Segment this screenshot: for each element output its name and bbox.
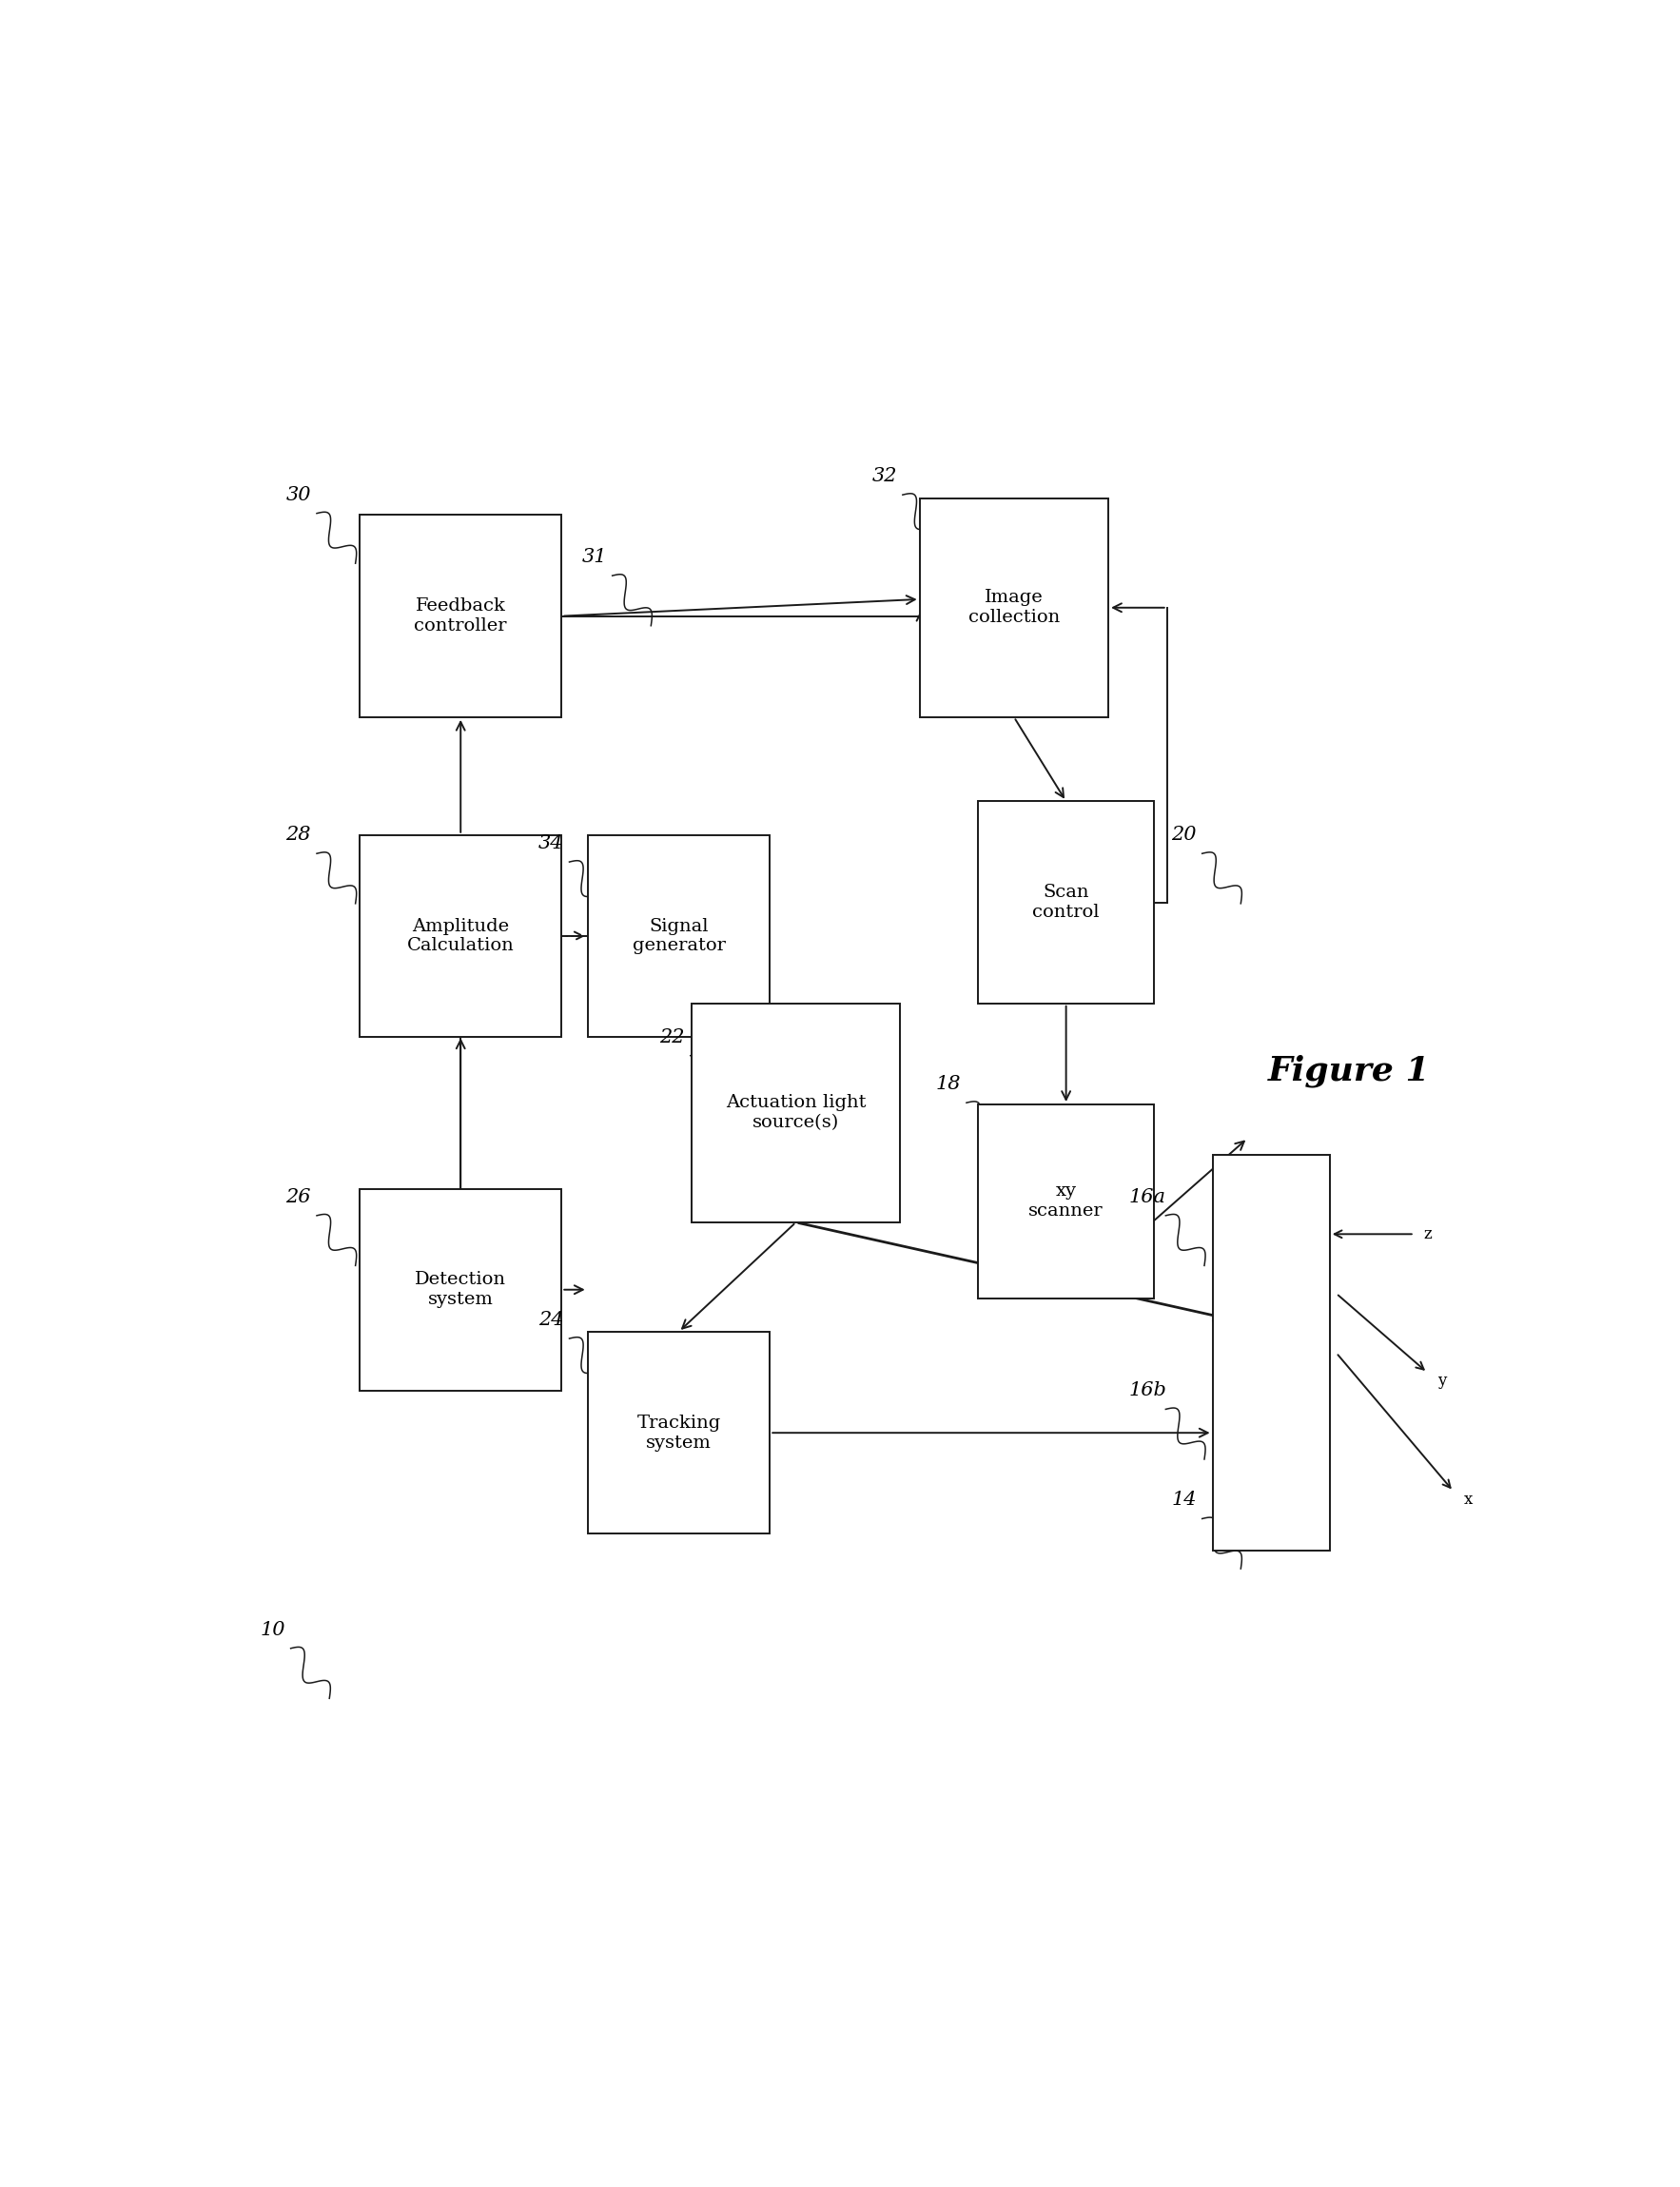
FancyBboxPatch shape xyxy=(1213,1155,1331,1551)
Text: Scan
control: Scan control xyxy=(1033,884,1100,921)
Text: 20: 20 xyxy=(1171,827,1196,844)
Text: Figure 1: Figure 1 xyxy=(1268,1054,1430,1087)
FancyBboxPatch shape xyxy=(588,1332,769,1533)
FancyBboxPatch shape xyxy=(978,1104,1154,1299)
Text: 26: 26 xyxy=(286,1188,311,1205)
Text: Amplitude
Calculation: Amplitude Calculation xyxy=(407,919,514,954)
Text: 14: 14 xyxy=(1171,1492,1196,1509)
Text: 32: 32 xyxy=(872,468,897,486)
FancyBboxPatch shape xyxy=(360,835,561,1037)
FancyBboxPatch shape xyxy=(978,800,1154,1004)
Text: x: x xyxy=(1463,1492,1473,1507)
FancyBboxPatch shape xyxy=(919,499,1109,717)
Text: 30: 30 xyxy=(286,486,311,503)
Text: 28: 28 xyxy=(286,827,311,844)
FancyBboxPatch shape xyxy=(588,835,769,1037)
Text: Feedback
controller: Feedback controller xyxy=(415,597,507,634)
Text: Tracking
system: Tracking system xyxy=(637,1415,721,1452)
Text: Signal
generator: Signal generator xyxy=(632,919,726,954)
Text: 22: 22 xyxy=(660,1028,685,1045)
Text: z: z xyxy=(1423,1227,1431,1242)
Text: xy
scanner: xy scanner xyxy=(1028,1183,1104,1220)
Text: Detection
system: Detection system xyxy=(415,1271,506,1308)
Text: 16b: 16b xyxy=(1129,1382,1166,1400)
Text: 34: 34 xyxy=(539,835,564,853)
FancyBboxPatch shape xyxy=(360,514,561,717)
Text: 31: 31 xyxy=(581,549,606,566)
FancyBboxPatch shape xyxy=(692,1004,900,1223)
FancyBboxPatch shape xyxy=(360,1190,561,1391)
Text: Actuation light
source(s): Actuation light source(s) xyxy=(726,1094,867,1131)
Text: 24: 24 xyxy=(539,1310,564,1330)
Text: 16a: 16a xyxy=(1129,1188,1166,1205)
Text: 18: 18 xyxy=(936,1076,961,1094)
Text: y: y xyxy=(1438,1373,1446,1389)
Text: Image
collection: Image collection xyxy=(968,588,1060,625)
Text: 10: 10 xyxy=(260,1621,286,1638)
